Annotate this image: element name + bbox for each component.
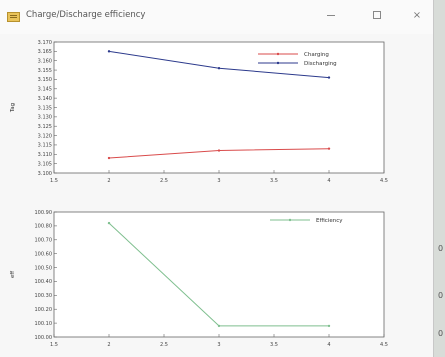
data-point-efficiency: [327, 324, 331, 328]
data-point-efficiency: [107, 221, 111, 225]
x-tick-label: 4.5: [380, 342, 388, 348]
chart-window: Charge/Discharge efficiency × 1.5 2 2.5 3 3.…: [0, 0, 434, 357]
y-tick-label: 3.160: [38, 59, 52, 65]
x-tick-label: 3: [217, 342, 220, 348]
y-tick-label: 3.110: [38, 152, 52, 158]
y-tick-label: 3.155: [38, 68, 52, 74]
data-point-discharging: [327, 76, 331, 79]
minimize-button[interactable]: [320, 8, 342, 24]
data-point-charging: [217, 149, 221, 152]
legend-label: Efficiency: [316, 218, 343, 224]
y-tick-label: 100.00: [35, 335, 53, 341]
chart-1: 1.5 2 2.5 3 3.5 4 4.5 3.100 3.105 3.110 3.115 3.120…: [10, 40, 388, 184]
y-tick-label: 3.145: [38, 87, 52, 93]
data-point-efficiency: [217, 324, 221, 328]
x-tick-label: 1.5: [50, 342, 58, 348]
x-tick-label: 2: [107, 178, 110, 184]
y-tick-label: 3.165: [38, 49, 52, 55]
side-mark: 0: [438, 291, 444, 300]
y-tick-label: 100.80: [35, 224, 53, 230]
data-point-charging: [327, 147, 331, 150]
legend-marker: [288, 218, 292, 222]
y-tick-label: 100.90: [35, 210, 53, 216]
x-tick-label: 3: [217, 178, 220, 184]
x-tick-label: 3.5: [270, 178, 278, 184]
y-tick-label: 100.10: [35, 321, 53, 327]
y-tick-label: 3.150: [38, 77, 52, 83]
y-tick-label: 3.130: [38, 115, 52, 121]
y-axis-label: eff: [10, 271, 16, 278]
minimize-icon: [327, 14, 335, 16]
y-tick-label: 100.60: [35, 251, 53, 257]
y-tick-label: 100.40: [35, 279, 53, 285]
y-tick-label: 3.170: [38, 40, 52, 46]
plot-frame: [53, 211, 385, 338]
x-tick-label: 2: [107, 342, 110, 348]
y-tick-label: 100.20: [35, 307, 53, 313]
y-tick-label: 3.115: [38, 143, 52, 149]
legend-marker: [276, 61, 280, 65]
legend-label: Discharging: [304, 61, 337, 67]
y-tick-label: 100.30: [35, 293, 53, 299]
close-button[interactable]: ×: [406, 8, 428, 24]
x-tick-label: 4: [327, 342, 330, 348]
y-tick-label: 3.125: [38, 124, 52, 130]
maximize-button[interactable]: [366, 8, 388, 24]
data-point-charging: [107, 156, 111, 160]
y-axis-label: Tag: [10, 103, 16, 113]
side-mark: 0: [438, 244, 444, 253]
y-tick-label: 3.105: [38, 161, 52, 167]
app-icon: [7, 12, 20, 22]
y-tick-label: 100.70: [35, 238, 53, 244]
x-tick-label: 2.5: [160, 178, 168, 184]
data-point-discharging: [107, 50, 111, 53]
legend-marker: [276, 52, 280, 56]
x-tick-label: 4.5: [380, 178, 388, 184]
data-point-discharging: [217, 67, 221, 70]
y-tick-label: 3.135: [38, 105, 52, 111]
y-tick-label: 3.120: [38, 133, 52, 139]
y-tick-label: 3.100: [38, 171, 52, 177]
window-title: Charge/Discharge efficiency: [26, 10, 146, 20]
legend-label: Charging: [304, 52, 329, 58]
x-tick-label: 4: [327, 178, 330, 184]
close-icon: ×: [412, 10, 422, 21]
x-tick-label: 3.5: [270, 342, 278, 348]
plots-area: 1.5 2 2.5 3 3.5 4 4.5 3.100 3.105 3.110 3.115 3.120…: [10, 40, 388, 348]
y-tick-label: 3.140: [38, 96, 52, 102]
title-bar[interactable]: Charge/Discharge efficiency ×: [0, 0, 433, 34]
side-mark: 0: [438, 329, 444, 338]
maximize-icon: [373, 11, 381, 19]
chart-2: 1.5 2 2.5 3 3.5 4 4.5 100.90 100.80 100.70 100.60 1…: [10, 210, 388, 348]
x-tick-label: 2.5: [160, 342, 168, 348]
y-tick-label: 100.50: [35, 265, 53, 271]
x-tick-label: 1.5: [50, 178, 58, 184]
